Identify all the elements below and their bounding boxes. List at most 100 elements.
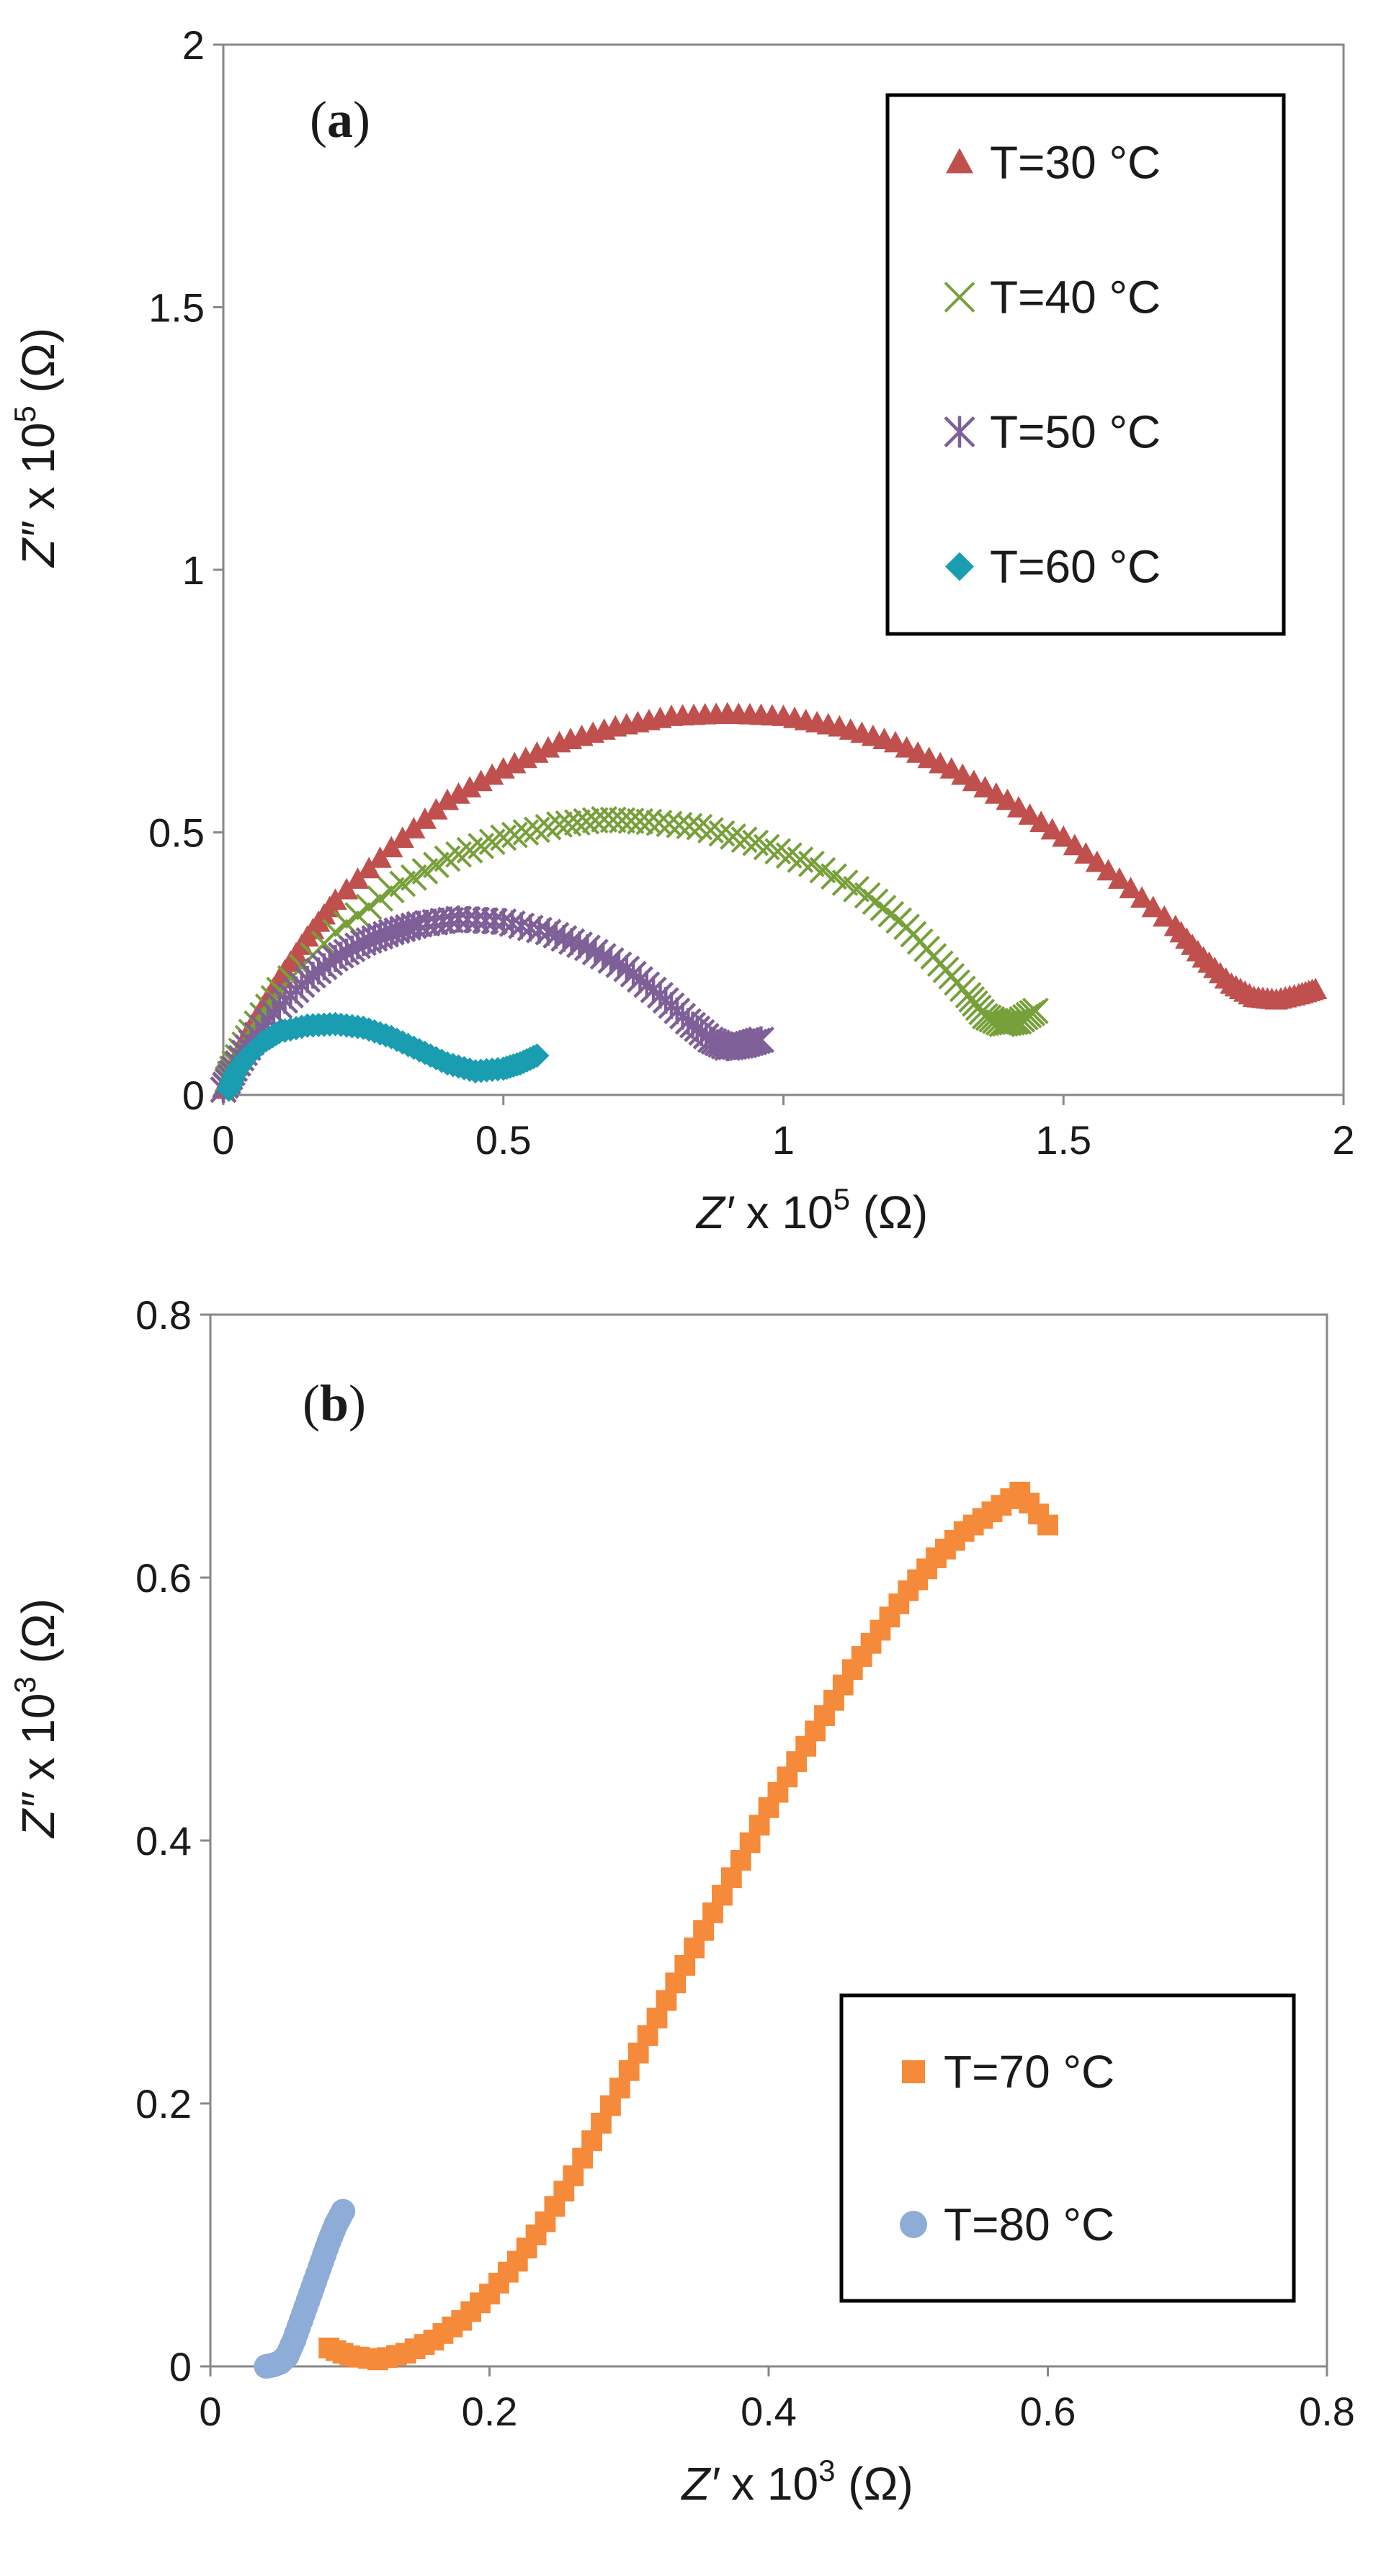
data-point [1141,895,1165,918]
legend-marker [945,552,974,581]
chart-b: 0 0.2 0.4 0.6 0.8 0 0.2 0.4 0.6 0.8 Z′ x 103 (Ω) Z″… [8,1292,1355,2510]
data-point [344,902,372,929]
legend-label: T=30 °C [990,137,1161,189]
data-point [424,797,448,820]
data-point [656,1990,677,2011]
x-tick-label: 0.2 [462,2389,518,2434]
y-tick-label: 1.5 [148,285,205,331]
series-60c [216,1011,550,1102]
y-tick-label: 0 [169,2344,192,2389]
data-point [1022,997,1049,1024]
data-point [1085,850,1109,872]
data-point [1153,905,1176,927]
x-tick-label: 1 [772,1117,795,1163]
data-point [646,2007,668,2029]
x-tick-label: 1.5 [1035,1117,1091,1163]
legend-label: T=80 °C [944,2199,1114,2250]
y-tick-label: 0 [182,1073,205,1118]
y-tick-label: 0.2 [135,2081,192,2126]
data-point [1107,867,1132,889]
x-tick-label: 0 [199,2389,221,2434]
data-point [355,893,383,921]
panel-label: (a) [310,91,370,148]
y-axis-label: Z″ x 103 (Ω) [8,1598,64,1839]
data-point [1119,877,1143,898]
data-point [481,763,504,785]
y-tick-label: 0.5 [148,810,205,856]
panel-label: (b) [303,1374,366,1432]
x-tick-label: 0.8 [1299,2389,1355,2434]
data-point [984,782,1009,804]
y-tick-label: 0.8 [135,1292,192,1338]
data-point [1074,842,1098,864]
data-point [524,1043,550,1068]
y-tick-label: 2 [182,22,205,68]
data-point [609,2078,630,2099]
data-point [998,1009,1026,1036]
data-point [939,757,963,779]
data-point [591,2112,612,2134]
data-point [1130,886,1154,908]
legend: T=70 °C T=80 °C [839,1993,1296,2303]
data-point [676,813,703,840]
x-axis-label: Z′ x 105 (Ω) [695,1182,928,1238]
series-70c [318,1481,1058,2371]
data-point [702,1902,723,1923]
data-point [457,776,482,798]
data-point [973,776,997,798]
data-point [1029,810,1053,833]
legend-marker [900,2211,927,2238]
data-point [684,1937,705,1959]
data-point [563,2165,584,2186]
data-point [581,2130,602,2152]
data-point [330,2199,356,2224]
series-80c [254,2199,356,2379]
data-point [435,788,460,810]
data-point [469,769,493,792]
legend-marker [902,2060,925,2083]
x-tick-label: 0.5 [475,1117,532,1163]
data-point [747,1026,774,1054]
data-point [402,817,426,838]
data-point [720,1867,742,1889]
y-tick-label: 0.6 [135,1555,192,1601]
data-point [1052,825,1076,847]
data-point [744,1027,772,1055]
legend-box [839,1993,1296,2303]
data-point [1037,1514,1058,1536]
data-point [490,824,517,851]
data-point [600,2095,621,2116]
data-point [1018,803,1042,825]
data-point [730,1849,751,1871]
y-axis-label: Z″ x 105 (Ω) [8,328,64,568]
data-point [748,1815,770,1836]
data-point [380,836,403,858]
y-tick-label: 0.4 [135,1818,192,1864]
legend-label: T=70 °C [944,2046,1114,2098]
x-axis-label: Z′ x 103 (Ω) [680,2454,913,2510]
legend: T=30 °C T=40 °C T=50 °C T=60 °C [885,93,1286,636]
data-point [627,2042,649,2064]
legend-label: T=60 °C [990,541,1161,593]
data-point [512,819,540,846]
data-point [1063,833,1086,856]
data-point [962,769,986,792]
x-tick-label: 0 [212,1117,234,1163]
data-point [390,826,414,848]
data-point [996,788,1019,810]
data-point [523,816,550,844]
data-point [1096,859,1120,881]
data-point [693,1920,714,1941]
data-point [367,885,394,912]
chart-a: 0 0.5 1 1.5 2 0 0.5 1 1.5 2 Z′ x 105 (Ω) Z″ x 105 (… [8,22,1355,1238]
data-point [447,782,470,804]
data-point [637,2025,658,2047]
legend-label: T=40 °C [990,272,1161,323]
legend-box [885,93,1286,636]
data-point [712,1884,733,1906]
data-point [1006,795,1031,818]
y-tick-label: 1 [182,547,205,593]
x-tick-label: 2 [1332,1117,1354,1163]
x-tick-label: 0.4 [741,2389,797,2434]
legend-marker [944,282,975,313]
